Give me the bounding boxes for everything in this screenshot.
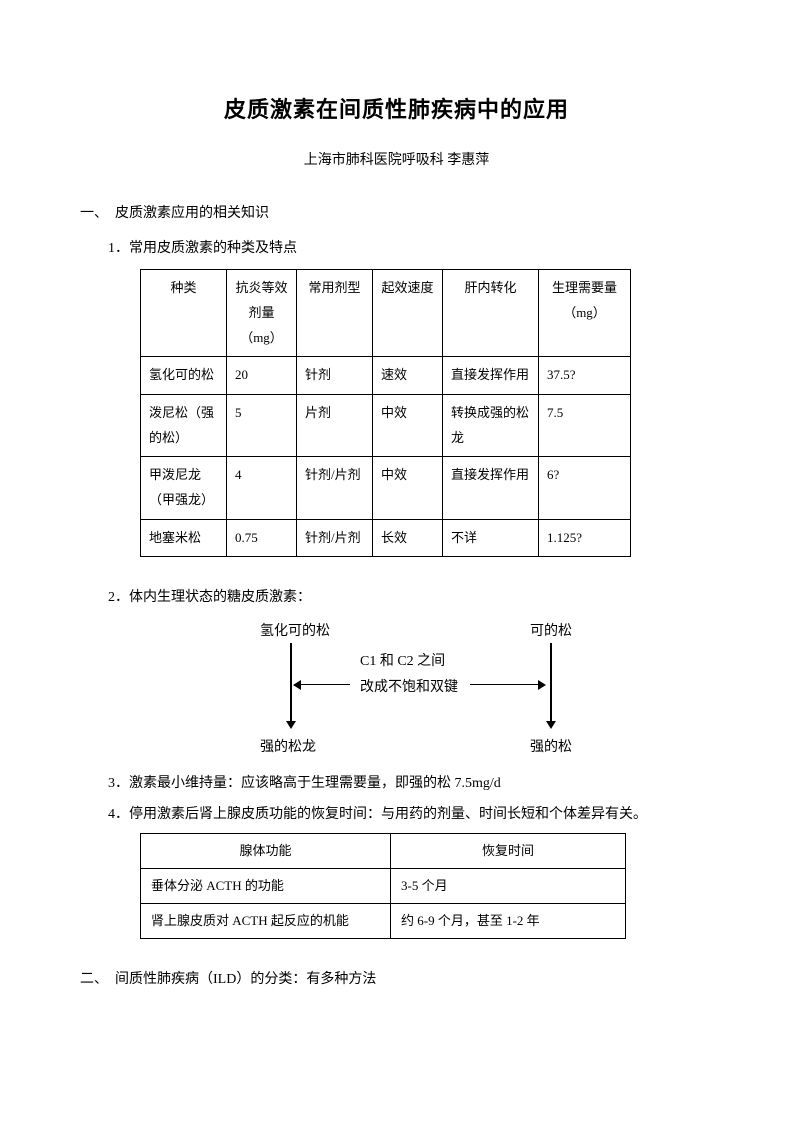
table-row: 泼尼松（强的松） 5 片剂 中效 转换成强的松龙 7.5 <box>141 394 631 456</box>
horizontal-line-right <box>470 684 540 686</box>
cell: 37.5? <box>539 357 631 395</box>
header-speed: 起效速度 <box>373 270 443 357</box>
header-dose: 抗炎等效剂量（mg） <box>227 270 297 357</box>
header-type: 种类 <box>141 270 227 357</box>
cell: 5 <box>227 394 297 456</box>
recovery-time-table: 腺体功能 恢复时间 垂体分泌 ACTH 的功能 3-5 个月 肾上腺皮质对 AC… <box>140 833 626 939</box>
cell: 转换成强的松龙 <box>443 394 539 456</box>
document-title: 皮质激素在间质性肺疾病中的应用 <box>80 90 713 130</box>
cell: 肾上腺皮质对 ACTH 起反应的机能 <box>141 904 391 939</box>
cell: 垂体分泌 ACTH 的功能 <box>141 869 391 904</box>
arrow-left-icon <box>293 680 301 690</box>
table-header-row: 腺体功能 恢复时间 <box>141 833 626 868</box>
cell: 片剂 <box>297 394 373 456</box>
cell: 速效 <box>373 357 443 395</box>
document-subtitle: 上海市肺科医院呼吸科 李惠萍 <box>80 148 713 173</box>
section-1-heading: 一、 皮质激素应用的相关知识 <box>80 201 713 226</box>
table-row: 肾上腺皮质对 ACTH 起反应的机能 约 6-9 个月，甚至 1-2 年 <box>141 904 626 939</box>
cell: 20 <box>227 357 297 395</box>
subsection-1-2: 2．体内生理状态的糖皮质激素： <box>108 585 713 610</box>
diagram-mid-label-1: C1 和 C2 之间 <box>360 649 445 674</box>
diagram-bottom-right-label: 强的松 <box>530 735 572 760</box>
header-recovery-time: 恢复时间 <box>391 833 626 868</box>
subsection-1-4: 4．停用激素后肾上腺皮质功能的恢复时间：与用药的剂量、时间长短和个体差异有关。 <box>80 802 713 827</box>
header-form: 常用剂型 <box>297 270 373 357</box>
cell: 6? <box>539 457 631 519</box>
header-gland-function: 腺体功能 <box>141 833 391 868</box>
subsection-1-1: 1．常用皮质激素的种类及特点 <box>108 236 713 261</box>
diagram-top-left-label: 氢化可的松 <box>260 619 330 644</box>
diagram-mid-label-2: 改成不饱和双键 <box>360 675 458 700</box>
arrow-down-icon <box>546 721 556 729</box>
diagram-top-right-label: 可的松 <box>530 619 572 644</box>
cell: 3-5 个月 <box>391 869 626 904</box>
conversion-diagram: 氢化可的松 可的松 C1 和 C2 之间 改成不饱和双键 强的松龙 强的松 <box>180 619 630 759</box>
horizontal-line-left <box>300 684 350 686</box>
cell: 针剂/片剂 <box>297 519 373 557</box>
header-liver: 肝内转化 <box>443 270 539 357</box>
cell: 长效 <box>373 519 443 557</box>
cell: 泼尼松（强的松） <box>141 394 227 456</box>
table-header-row: 种类 抗炎等效剂量（mg） 常用剂型 起效速度 肝内转化 生理需要量（mg） <box>141 270 631 357</box>
cell: 1.125? <box>539 519 631 557</box>
cell: 7.5 <box>539 394 631 456</box>
header-physio: 生理需要量（mg） <box>539 270 631 357</box>
cell: 针剂/片剂 <box>297 457 373 519</box>
section-2-heading: 二、 间质性肺疾病（ILD）的分类：有多种方法 <box>80 967 713 992</box>
cell: 不详 <box>443 519 539 557</box>
cell: 中效 <box>373 457 443 519</box>
vertical-line-right <box>550 643 552 723</box>
diagram-bottom-left-label: 强的松龙 <box>260 735 316 760</box>
cell: 甲泼尼龙（甲强龙） <box>141 457 227 519</box>
subsection-1-3: 3．激素最小维持量：应该略高于生理需要量，即强的松 7.5mg/d <box>108 771 713 796</box>
arrow-right-icon <box>538 680 546 690</box>
cell: 氢化可的松 <box>141 357 227 395</box>
cell: 直接发挥作用 <box>443 357 539 395</box>
cell: 约 6-9 个月，甚至 1-2 年 <box>391 904 626 939</box>
cell: 针剂 <box>297 357 373 395</box>
corticosteroid-table: 种类 抗炎等效剂量（mg） 常用剂型 起效速度 肝内转化 生理需要量（mg） 氢… <box>140 269 631 557</box>
cell: 地塞米松 <box>141 519 227 557</box>
vertical-line-left <box>290 643 292 723</box>
cell: 中效 <box>373 394 443 456</box>
arrow-down-icon <box>286 721 296 729</box>
table-row: 垂体分泌 ACTH 的功能 3-5 个月 <box>141 869 626 904</box>
table-row: 氢化可的松 20 针剂 速效 直接发挥作用 37.5? <box>141 357 631 395</box>
table-row: 甲泼尼龙（甲强龙） 4 针剂/片剂 中效 直接发挥作用 6? <box>141 457 631 519</box>
cell: 0.75 <box>227 519 297 557</box>
table-row: 地塞米松 0.75 针剂/片剂 长效 不详 1.125? <box>141 519 631 557</box>
cell: 4 <box>227 457 297 519</box>
cell: 直接发挥作用 <box>443 457 539 519</box>
